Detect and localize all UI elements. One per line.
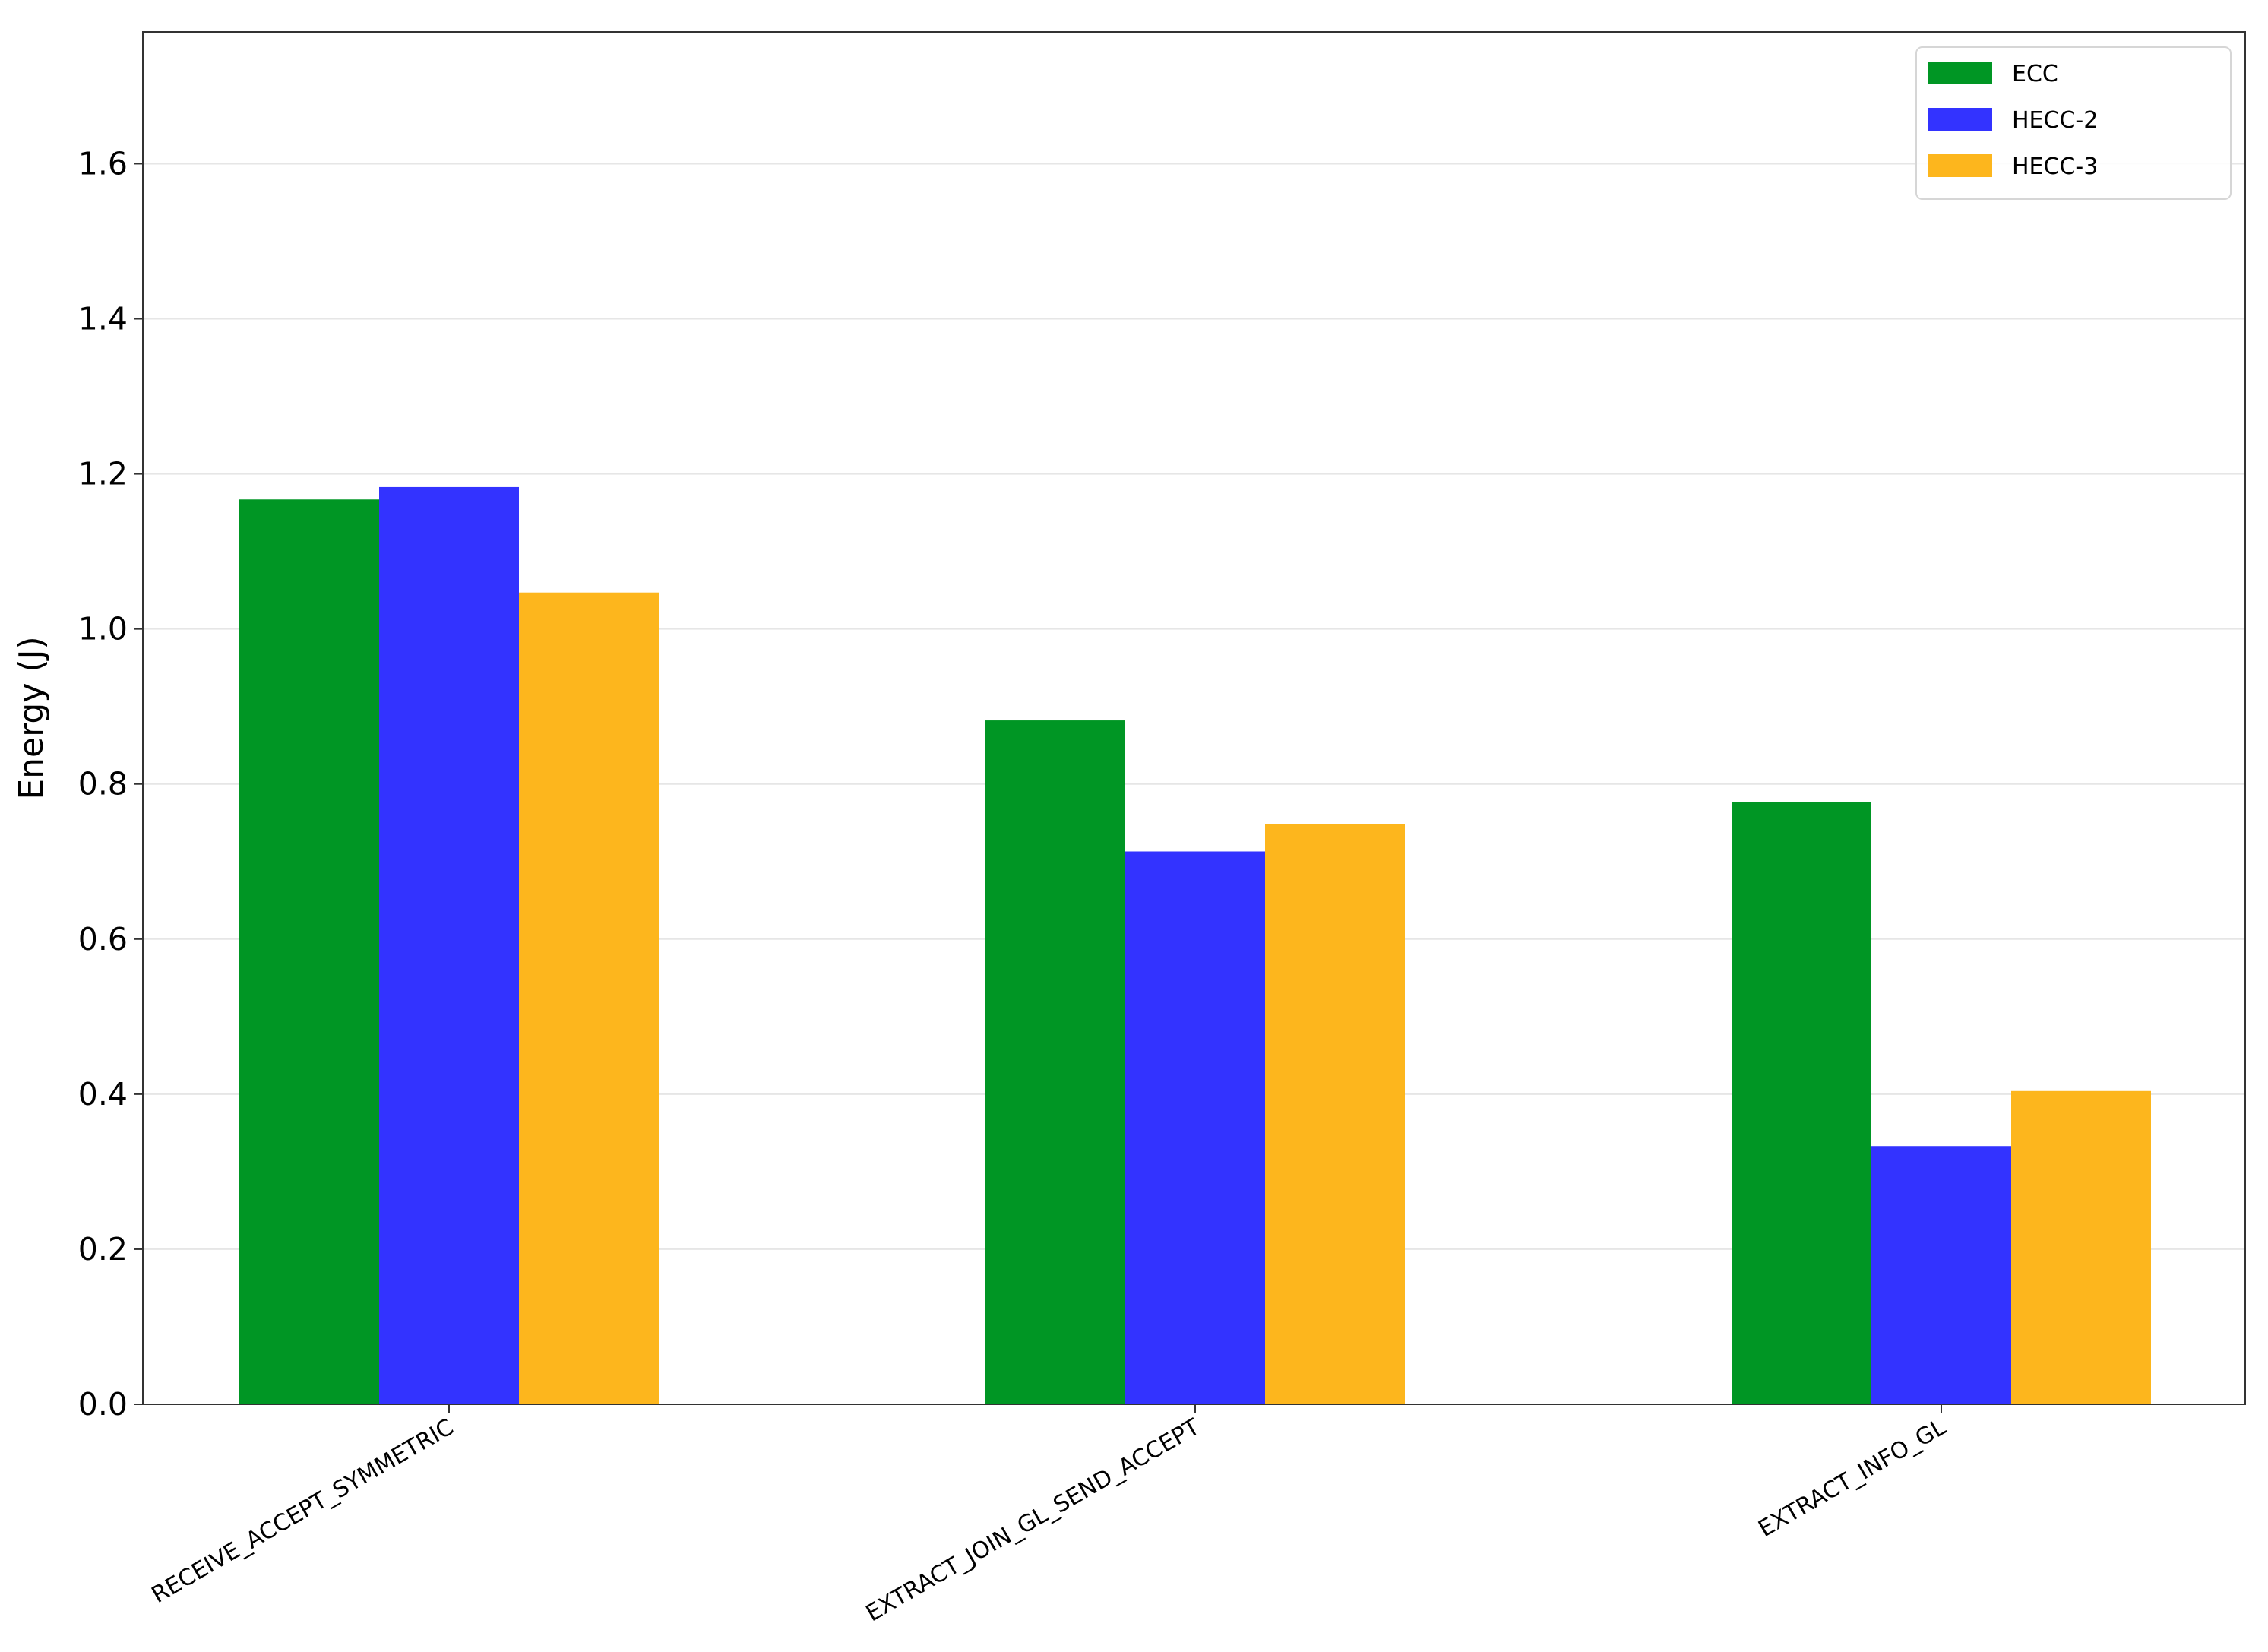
y-tick-label: 0.6 — [78, 921, 128, 957]
y-tick-label: 0.2 — [78, 1231, 128, 1267]
legend-label: ECC — [2012, 61, 2058, 87]
y-tick-label: 1.0 — [78, 611, 128, 647]
legend-box — [1915, 46, 2232, 200]
bar-ecc-3 — [1732, 802, 1871, 1404]
y-tick-label: 0.0 — [78, 1386, 128, 1423]
bar-hecc-2-1 — [379, 486, 519, 1404]
y-tick-label: 0.4 — [78, 1076, 128, 1112]
legend-swatch-hecc-3 — [1928, 154, 1992, 177]
y-tick-label: 1.4 — [78, 301, 128, 337]
bar-hecc-3-3 — [2011, 1090, 2151, 1404]
y-tick-label: 1.2 — [78, 456, 128, 492]
legend-swatch-hecc-2 — [1928, 108, 1992, 131]
bar-hecc-3-1 — [519, 592, 659, 1404]
bar-hecc-3-2 — [1265, 824, 1405, 1404]
bar-ecc-2 — [985, 720, 1125, 1404]
y-axis-label: Energy (J) — [12, 636, 51, 799]
legend-swatch-ecc — [1928, 62, 1992, 84]
bar-ecc-1 — [239, 499, 379, 1404]
bars — [239, 486, 2151, 1404]
plot-frame — [142, 31, 2246, 1405]
legend-label: HECC-2 — [2012, 107, 2098, 134]
y-tick-label: 1.6 — [78, 145, 128, 182]
legend-label: HECC-3 — [2012, 153, 2098, 180]
legend: ECC HECC-2 HECC-3 — [1915, 46, 2232, 200]
y-axis-ticks: 0.0 0.2 0.4 0.6 0.8 1.0 1.2 1.4 1.6 — [78, 145, 143, 1423]
bar-hecc-2-2 — [1125, 851, 1265, 1404]
bar-hecc-2-3 — [1871, 1146, 2011, 1404]
y-tick-label: 0.8 — [78, 766, 128, 802]
